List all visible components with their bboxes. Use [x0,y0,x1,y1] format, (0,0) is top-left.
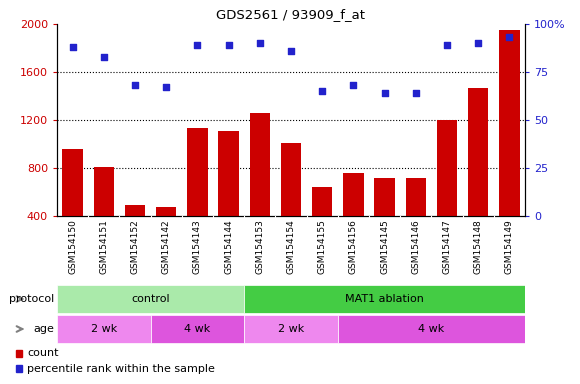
Text: GSM154156: GSM154156 [349,219,358,274]
Text: 2 wk: 2 wk [278,324,304,334]
Bar [499,30,520,264]
Text: GSM154147: GSM154147 [443,219,451,274]
Point [68,44,77,50]
Point [255,40,264,46]
Point [162,84,171,91]
Text: GSM154143: GSM154143 [193,219,202,274]
Bar [437,120,457,264]
Text: 2 wk: 2 wk [90,324,117,334]
Text: GSM154150: GSM154150 [68,219,77,274]
Bar [468,88,488,264]
Bar [219,131,239,264]
Bar [249,113,270,264]
Point [193,42,202,48]
Bar [57,315,151,343]
Text: protocol: protocol [9,294,54,304]
Bar [343,173,364,264]
Bar [405,178,426,264]
Bar [187,128,208,264]
Point [411,90,420,96]
Point [287,48,296,54]
Bar [16,365,23,372]
Bar [281,143,301,264]
Bar [312,187,332,264]
Bar [244,285,525,313]
Text: GSM154153: GSM154153 [255,219,264,274]
Point [130,83,140,89]
Text: 4 wk: 4 wk [418,324,444,334]
Bar [63,149,83,264]
Text: GSM154151: GSM154151 [99,219,108,274]
Point [349,83,358,89]
Point [224,42,233,48]
Bar [244,315,338,343]
Point [505,35,514,41]
Text: GSM154149: GSM154149 [505,219,514,274]
Text: MAT1 ablation: MAT1 ablation [345,294,424,304]
Point [380,90,389,96]
Text: GSM154152: GSM154152 [130,219,140,274]
Point [443,42,452,48]
Text: GSM154145: GSM154145 [380,219,389,274]
Text: percentile rank within the sample: percentile rank within the sample [27,364,215,374]
Text: count: count [27,349,59,359]
Text: GSM154154: GSM154154 [287,219,295,274]
Text: GSM154142: GSM154142 [162,219,171,274]
Text: age: age [33,324,54,334]
Bar [375,178,395,264]
Bar [125,205,145,264]
Bar [16,350,23,357]
Bar [151,315,244,343]
Point [318,88,327,94]
Text: GSM154155: GSM154155 [318,219,327,274]
Point [99,53,108,60]
Bar [93,167,114,264]
Text: GSM154148: GSM154148 [474,219,483,274]
Point [473,40,483,46]
Bar [57,285,244,313]
Bar [338,315,525,343]
Bar [156,207,176,264]
Text: 4 wk: 4 wk [184,324,211,334]
Text: GSM154146: GSM154146 [411,219,420,274]
Text: GSM154144: GSM154144 [224,219,233,274]
Title: GDS2561 / 93909_f_at: GDS2561 / 93909_f_at [216,8,365,22]
Text: control: control [131,294,170,304]
